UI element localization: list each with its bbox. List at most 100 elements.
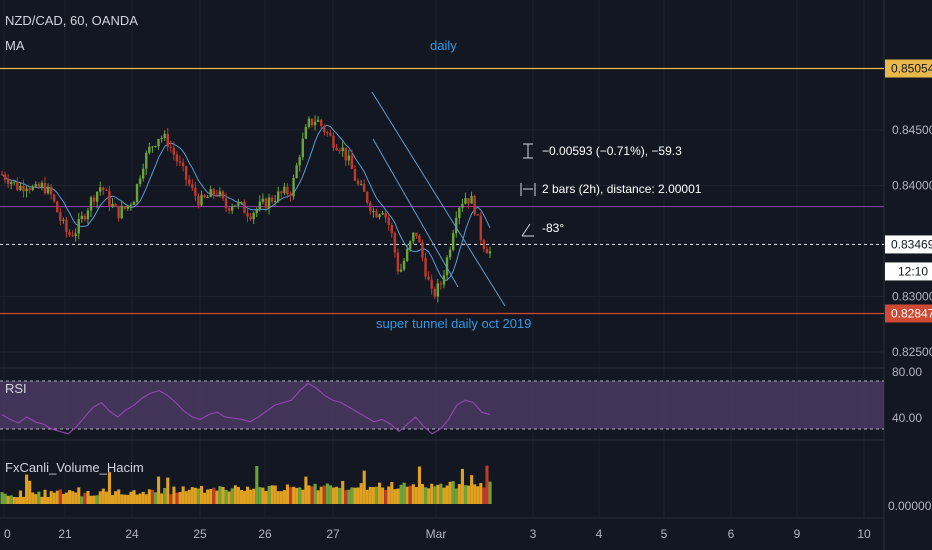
volume-bar bbox=[451, 481, 455, 504]
candle-body bbox=[86, 210, 90, 220]
candle-body bbox=[117, 205, 120, 219]
price-label: 0.83000 bbox=[892, 290, 932, 304]
volume-bar bbox=[476, 486, 480, 504]
annotation-tunnel[interactable]: super tunnel daily oct 2019 bbox=[376, 316, 531, 331]
candle-body bbox=[427, 276, 430, 280]
volume-bar bbox=[138, 493, 142, 504]
volume-bar bbox=[31, 492, 35, 504]
candle-body bbox=[34, 184, 37, 187]
time-tick-label: 25 bbox=[193, 527, 207, 541]
candle-body bbox=[19, 185, 22, 191]
volume-bar bbox=[83, 492, 87, 504]
volume-bar bbox=[295, 487, 299, 504]
volume-bar bbox=[77, 487, 81, 504]
badge-top[interactable]: 0.85054 bbox=[885, 59, 932, 78]
channel-line-upper[interactable] bbox=[371, 91, 506, 307]
candle-body bbox=[105, 189, 108, 191]
volume-bar bbox=[55, 490, 59, 504]
candle-body bbox=[22, 185, 25, 192]
candle-body bbox=[135, 184, 139, 202]
volume-bar bbox=[126, 494, 130, 504]
volume-bar bbox=[6, 495, 10, 504]
badge-current[interactable]: 0.83469 bbox=[885, 235, 932, 254]
volume-bar bbox=[203, 492, 207, 504]
symbol-title[interactable]: NZD/CAD, 60, OANDA bbox=[5, 13, 138, 28]
volume-bar bbox=[424, 487, 428, 504]
volume-bar bbox=[399, 484, 403, 504]
candle-body bbox=[37, 184, 41, 188]
candle-body bbox=[458, 207, 461, 218]
volume-bar bbox=[470, 475, 474, 504]
candle-body bbox=[304, 126, 308, 139]
candle-body bbox=[412, 232, 415, 242]
volume-bar bbox=[463, 485, 468, 504]
candle-body bbox=[65, 219, 68, 233]
candle-body bbox=[206, 196, 209, 198]
volume-bar bbox=[365, 489, 369, 504]
candle-body bbox=[381, 213, 384, 215]
candle-body bbox=[430, 279, 433, 289]
volume-bar bbox=[341, 480, 345, 504]
candle-body bbox=[433, 288, 436, 297]
volume-bar bbox=[107, 472, 112, 504]
candle-body bbox=[126, 205, 130, 209]
candle-body bbox=[52, 194, 56, 202]
candle-body bbox=[270, 197, 274, 202]
volume-label[interactable]: FxCanli_Volume_Hacim bbox=[5, 460, 144, 475]
volume-bar bbox=[74, 492, 78, 504]
volume-bar bbox=[414, 487, 418, 504]
volume-bar bbox=[436, 484, 440, 504]
volume-bar bbox=[52, 492, 56, 504]
volume-bar bbox=[276, 491, 280, 504]
volume-bar bbox=[347, 489, 351, 504]
volume-bar bbox=[390, 482, 394, 504]
time-tick-label: 9 bbox=[794, 527, 801, 541]
candle-body bbox=[59, 212, 62, 221]
candle-body bbox=[237, 202, 240, 206]
moving-average-line bbox=[1, 124, 491, 281]
candle-body bbox=[442, 275, 446, 285]
volume-bar bbox=[479, 483, 483, 504]
volume-bar bbox=[224, 489, 228, 504]
candle-body bbox=[344, 147, 347, 161]
svg-text:0.82847: 0.82847 bbox=[891, 306, 932, 320]
channel-line-lower[interactable] bbox=[372, 138, 459, 288]
volume-bar bbox=[331, 487, 336, 504]
volume-bar bbox=[460, 468, 464, 504]
candle-body bbox=[258, 201, 262, 209]
volume-bar bbox=[344, 490, 348, 504]
badge-bottom[interactable]: 0.82847 bbox=[885, 304, 932, 323]
candle-body bbox=[3, 174, 7, 180]
measure-icon-vertical bbox=[523, 143, 533, 159]
candle-body bbox=[129, 204, 133, 206]
candle-body bbox=[230, 206, 234, 211]
candle-body bbox=[148, 146, 151, 153]
candle-body bbox=[353, 169, 357, 181]
candle-body bbox=[209, 189, 212, 197]
volume-bar bbox=[362, 470, 366, 504]
rsi-label[interactable]: RSI bbox=[5, 381, 27, 396]
candle-body bbox=[197, 195, 200, 206]
candle-body bbox=[138, 178, 142, 185]
volume-bar bbox=[338, 487, 342, 504]
volume-bar bbox=[448, 481, 452, 504]
candle-body bbox=[40, 182, 44, 188]
volume-bar bbox=[187, 489, 191, 504]
volume-bar bbox=[384, 489, 388, 504]
volume-bar bbox=[184, 491, 188, 504]
candle-body bbox=[46, 186, 50, 194]
candle-body bbox=[366, 191, 369, 203]
volume-bar bbox=[172, 486, 176, 504]
candle-body bbox=[384, 213, 387, 218]
volume-bar bbox=[378, 482, 382, 504]
candle-body bbox=[356, 180, 360, 185]
indicator-ma-label[interactable]: MA bbox=[5, 38, 25, 53]
candle-body bbox=[191, 184, 194, 188]
candle-body bbox=[436, 283, 440, 297]
candle-body bbox=[246, 213, 249, 217]
annotation-daily[interactable]: daily bbox=[430, 38, 457, 53]
candle-body bbox=[188, 179, 191, 185]
candle-body bbox=[120, 206, 123, 219]
